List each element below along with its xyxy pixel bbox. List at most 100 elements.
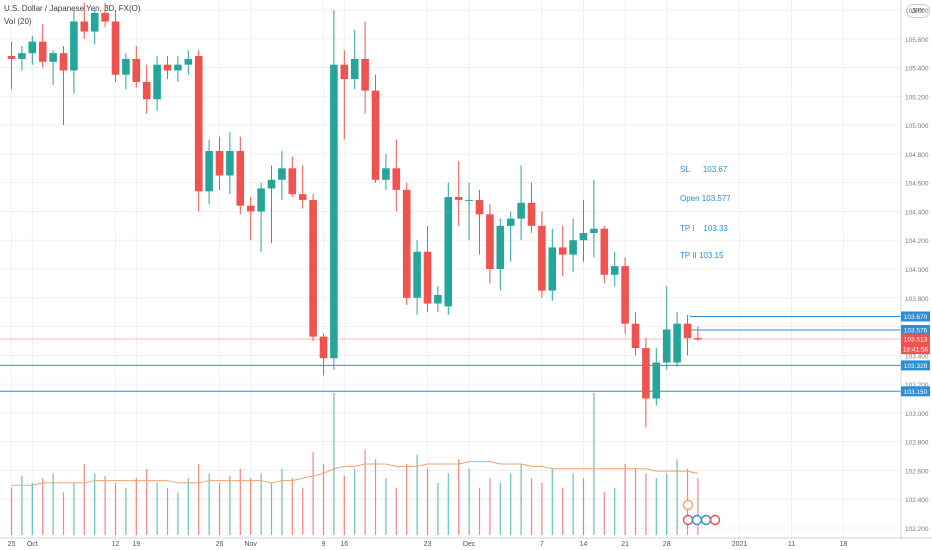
candle-body [621, 266, 629, 324]
order-level-tag [901, 360, 930, 371]
volume-bar [634, 468, 637, 535]
volume-bar [468, 468, 470, 535]
candle-body [309, 199, 317, 337]
date-tick-label: 12 [112, 541, 120, 548]
candle-body [267, 179, 276, 189]
candle-body [330, 64, 338, 359]
event-marker-icon[interactable] [691, 514, 703, 526]
volume-bar [489, 478, 491, 535]
price-axis[interactable]: 105.800 105.600 105.400 105.200 105.000 104.8… [900, 0, 930, 540]
volume-indicator-label[interactable]: Vol (20) [4, 17, 32, 26]
candle-body [454, 197, 463, 200]
price-tick-label: 103.200 [905, 382, 929, 389]
candle-body [392, 168, 401, 190]
candle-body [579, 233, 588, 241]
candle-body [205, 151, 213, 192]
volume-bar [52, 473, 54, 535]
candle-body [631, 323, 640, 349]
candle-body [642, 348, 650, 399]
order-level-tag [901, 311, 930, 322]
volume-bar [10, 487, 13, 535]
volume-bar [229, 475, 231, 535]
candle-body [413, 251, 421, 298]
candle-body [402, 189, 411, 298]
candle-body [246, 205, 255, 212]
candle-body [236, 151, 245, 206]
price-tick-label: 102.200 [905, 526, 929, 533]
candle-body [569, 240, 577, 255]
current-price-value: 103.513 [904, 337, 928, 344]
candle-body [610, 266, 619, 275]
date-tick-label: 9 [322, 541, 326, 548]
date-tick-label: 16 [340, 541, 348, 548]
volume-bar [135, 478, 137, 535]
date-tick-label: 19 [132, 541, 140, 548]
volume-bar [343, 475, 345, 535]
candle-body [226, 151, 234, 176]
volume-bar [541, 482, 543, 535]
volume-bar [614, 487, 616, 535]
volume-bar [250, 478, 252, 535]
event-marker-icon[interactable] [700, 514, 712, 526]
event-marker-icon[interactable] [682, 499, 694, 511]
candle-body [371, 90, 380, 180]
volume-bar [416, 454, 418, 535]
candle-body [38, 41, 47, 62]
event-markers[interactable] [682, 499, 721, 526]
price-tick-label: 105.000 [905, 123, 929, 130]
volume-bar [406, 464, 408, 535]
date-tick-label: 7 [540, 541, 544, 548]
candle-body [122, 58, 130, 75]
candle-body [662, 329, 671, 363]
stop-loss-text: SL 103.67 [680, 165, 728, 174]
price-tick-label: 104.200 [905, 238, 929, 245]
date-tick-label: Dec [463, 541, 476, 548]
volume-bar [198, 464, 200, 535]
volume-ma-line [11, 461, 699, 486]
candle-body [600, 228, 609, 275]
volume-bar [458, 459, 460, 535]
volume-bar [239, 468, 241, 535]
currency-badge[interactable]: JPY [906, 4, 930, 18]
order-level-price: 103.328 [904, 363, 928, 370]
price-tick-label: 104.800 [905, 152, 929, 159]
take-profit-2-text: TP II 103.15 [680, 251, 724, 260]
order-level-price: 103.150 [904, 389, 928, 396]
volume-bar [31, 482, 33, 535]
time-axis[interactable]: 25 Oct 12 19 26 Nov 9 16 23 Dec 7 14 21 28 2021 11 18 [0, 537, 932, 548]
candle-body [558, 247, 567, 255]
volume-bar [395, 487, 397, 535]
candle-body [257, 188, 265, 212]
volume-bar [624, 464, 626, 535]
volume-bar [582, 478, 585, 535]
event-marker-icon[interactable] [682, 514, 694, 526]
volume-bar [21, 475, 23, 535]
volume-bar [73, 482, 75, 535]
volume-bar [645, 473, 647, 535]
price-tick-label: 103.000 [905, 411, 929, 418]
volume-bar [437, 482, 439, 535]
candle-body [70, 21, 78, 71]
event-marker-icon[interactable] [709, 514, 721, 526]
volume-bar [260, 473, 262, 535]
price-tick-label: 105.600 [905, 37, 929, 44]
candle-body [59, 53, 68, 71]
volume-bar [187, 478, 189, 535]
volume-bar [551, 468, 553, 535]
date-tick-label: 2021 [732, 541, 748, 548]
candle-body [340, 64, 349, 80]
volume-bar [510, 473, 512, 535]
candle-body [319, 336, 328, 359]
date-tick-label: 23 [424, 541, 432, 548]
candle-body [278, 168, 286, 180]
price-tick-label: 105.800 [905, 8, 929, 15]
candle-body [142, 81, 151, 100]
take-profit-1-text: TP I 103.33 [680, 224, 728, 233]
candle-body [28, 41, 37, 54]
candle-body [153, 64, 161, 100]
order-level-price: 103.670 [904, 314, 928, 321]
candle-body [382, 168, 390, 180]
volume-bar [42, 478, 44, 535]
volume-bar [156, 482, 158, 535]
